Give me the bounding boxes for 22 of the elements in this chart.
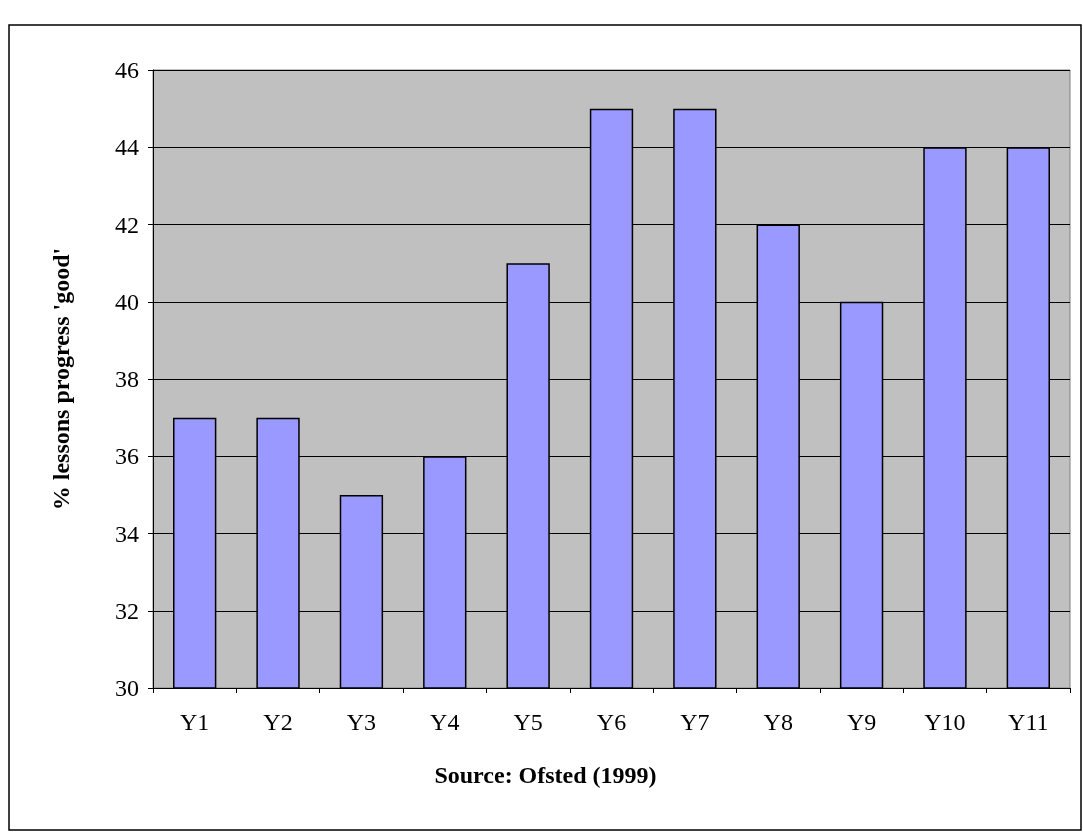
x-tick-label: Y3 [346,709,377,735]
x-tick-label: Y7 [680,709,710,735]
y-axis-title: % lessons progress 'good' [48,247,74,511]
y-tick-label: 36 [115,443,139,470]
y-tick-label: 44 [115,134,139,161]
x-tick-label: Y9 [846,709,877,735]
y-tick-label: 42 [115,211,139,238]
x-tick-label: Y11 [1008,709,1049,735]
y-tick-label: 38 [115,366,139,392]
x-tick-label: Y2 [263,709,293,735]
y-tick-label: 46 [115,57,139,83]
source-note: Source: Ofsted (1999) [434,762,657,788]
x-tick-label: Y4 [430,709,460,735]
x-tick-label: Y1 [180,709,210,735]
y-tick-label: 40 [115,288,139,315]
x-tick-label: Y5 [513,709,543,735]
x-tick-label: Y8 [763,709,793,735]
x-tick-label: Y6 [596,709,627,735]
y-tick-label: 30 [115,675,139,701]
y-tick-label: 34 [115,520,139,547]
y-tick-label: 32 [115,597,139,624]
x-tick-label: Y10 [924,709,966,735]
